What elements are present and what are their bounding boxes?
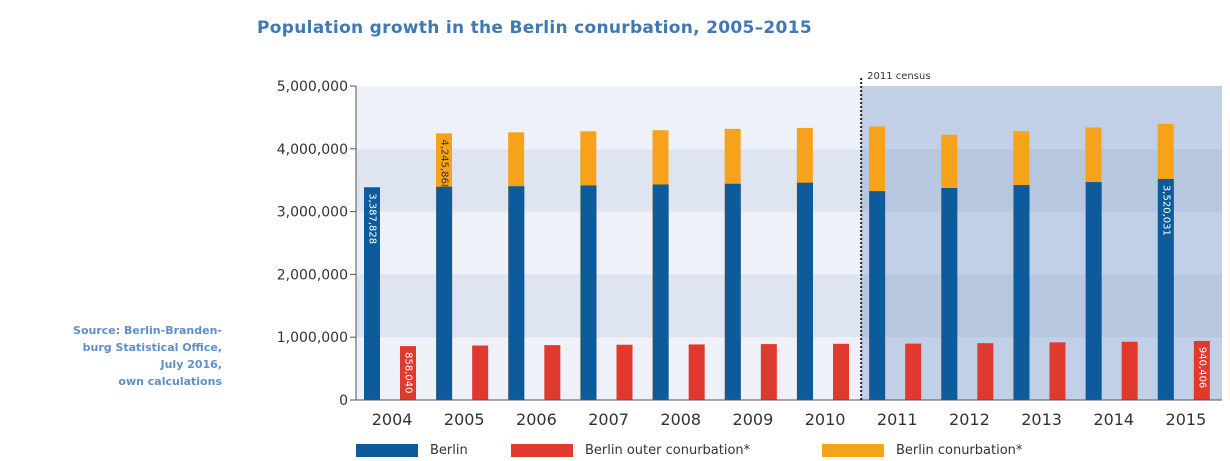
bar (400, 346, 416, 400)
legend-item-berlin: Berlin (356, 443, 511, 458)
bar (544, 345, 561, 400)
grid-band (356, 274, 1222, 338)
bar (724, 183, 741, 400)
x-tick-label: 2013 (1021, 410, 1062, 429)
x-tick-label: 2005 (444, 410, 485, 429)
x-tick-label: 2008 (660, 410, 701, 429)
legend-swatch-outer (511, 443, 573, 457)
source-line: July 2016, (160, 358, 223, 371)
source-note: Source: Berlin-Branden- burg Statistical… (0, 322, 222, 390)
bar (833, 343, 849, 400)
bar (616, 344, 633, 400)
x-tick-label: 2012 (949, 410, 990, 429)
bar (797, 182, 813, 400)
source-line: burg Statistical Office, (82, 341, 222, 354)
legend-item-outer: Berlin outer conurbation* (511, 443, 822, 458)
legend-swatch-berlin (356, 443, 418, 457)
data-label: 858,040 (403, 352, 414, 393)
data-label: 940,406 (1196, 347, 1207, 388)
y-tick-label: 1,000,000 (277, 330, 348, 346)
x-tick-label: 2004 (372, 410, 413, 429)
x-tick-label: 2006 (516, 410, 557, 429)
x-tick-label: 2015 (1166, 410, 1207, 429)
bar (760, 344, 777, 400)
census-annotation: 2011 census (867, 71, 930, 82)
bar (1049, 342, 1066, 400)
legend: Berlin Berlin outer conurbation* Berlin … (356, 440, 1022, 460)
bar (436, 186, 453, 400)
y-tick-label: 0 (339, 393, 348, 409)
source-line: own calculations (118, 375, 222, 388)
bar (941, 187, 958, 400)
chart-title: Population growth in the Berlin conurbat… (257, 18, 812, 38)
grid-band (356, 337, 1222, 400)
x-tick-label: 2010 (805, 410, 846, 429)
bar (1013, 185, 1030, 400)
x-tick-label: 2011 (877, 410, 918, 429)
grid-band (356, 211, 1222, 275)
bar (580, 185, 597, 400)
source-line: Source: Berlin-Branden- (73, 324, 222, 337)
bar (508, 186, 525, 400)
y-tick-label: 3,000,000 (277, 205, 348, 221)
bar (977, 343, 994, 400)
bar (905, 343, 922, 400)
x-tick-label: 2007 (588, 410, 629, 429)
bar (1121, 341, 1138, 400)
legend-swatch-conurbation (822, 443, 884, 457)
data-label: 3,520,031 (1160, 185, 1171, 236)
bar (652, 184, 669, 400)
x-tick-label: 2009 (733, 410, 774, 429)
bar (1157, 178, 1174, 400)
legend-item-conurbation: Berlin conurbation* (822, 443, 1022, 458)
bar (869, 191, 886, 400)
bar (1193, 340, 1210, 400)
data-label: 4,245,868 (439, 139, 450, 190)
x-tick-label: 2014 (1093, 410, 1134, 429)
bar (364, 187, 380, 400)
bar (472, 345, 489, 400)
legend-label-outer: Berlin outer conurbation* (585, 442, 751, 458)
data-label: 3,387,828 (367, 193, 378, 244)
y-tick-label: 2,000,000 (277, 267, 348, 283)
legend-label-berlin: Berlin (430, 442, 468, 458)
y-tick-label: 5,000,000 (277, 79, 348, 95)
grid-band (356, 86, 1222, 149)
y-tick-label: 4,000,000 (277, 142, 348, 158)
bar (688, 344, 705, 400)
bar (1085, 182, 1102, 400)
grid-band (356, 148, 1222, 212)
legend-label-conurbation: Berlin conurbation* (896, 442, 1023, 458)
